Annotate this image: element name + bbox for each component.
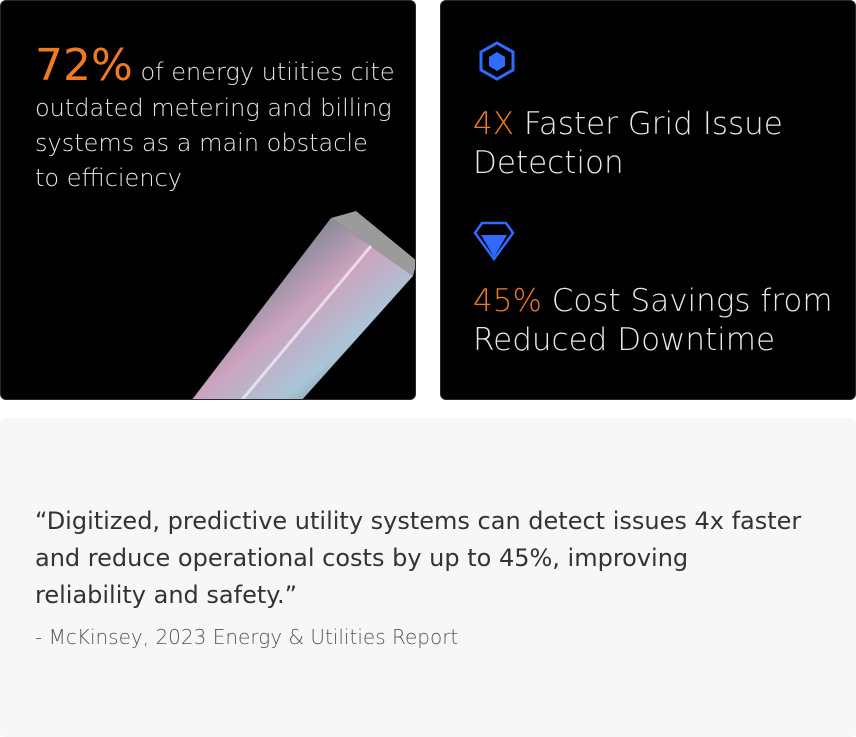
highlight-stat: 45%	[473, 283, 542, 319]
prism-top	[331, 211, 415, 276]
prism-image	[192, 211, 415, 399]
quote-card: “Digitized, predictive utility systems c…	[0, 418, 856, 737]
prism-edge	[240, 245, 373, 399]
highlight-stat: 4X	[473, 106, 514, 142]
highlight: 4X Faster Grid Issue Detection	[473, 105, 803, 183]
highlight-text: Faster Grid Issue Detection	[473, 106, 783, 181]
diamond-icon	[473, 221, 515, 261]
stat-description: of energy utiities cite outdated meterin…	[35, 58, 395, 192]
quote-text: “Digitized, predictive utility systems c…	[35, 507, 802, 609]
highlights-card: 4X Faster Grid Issue Detection 45% Cost …	[440, 0, 856, 400]
stat-card: 72% of energy utiities cite outdated met…	[0, 0, 416, 400]
cube-icon	[479, 41, 515, 81]
highlight-text: Cost Savings from Reduced Downtime	[473, 283, 833, 358]
quote-source: - McKinsey, 2023 Energy & Utilities Repo…	[35, 625, 459, 649]
stat-value: 72%	[35, 40, 133, 91]
highlight: 45% Cost Savings from Reduced Downtime	[473, 282, 833, 360]
stat-text: 72% of energy utiities cite outdated met…	[35, 41, 395, 196]
